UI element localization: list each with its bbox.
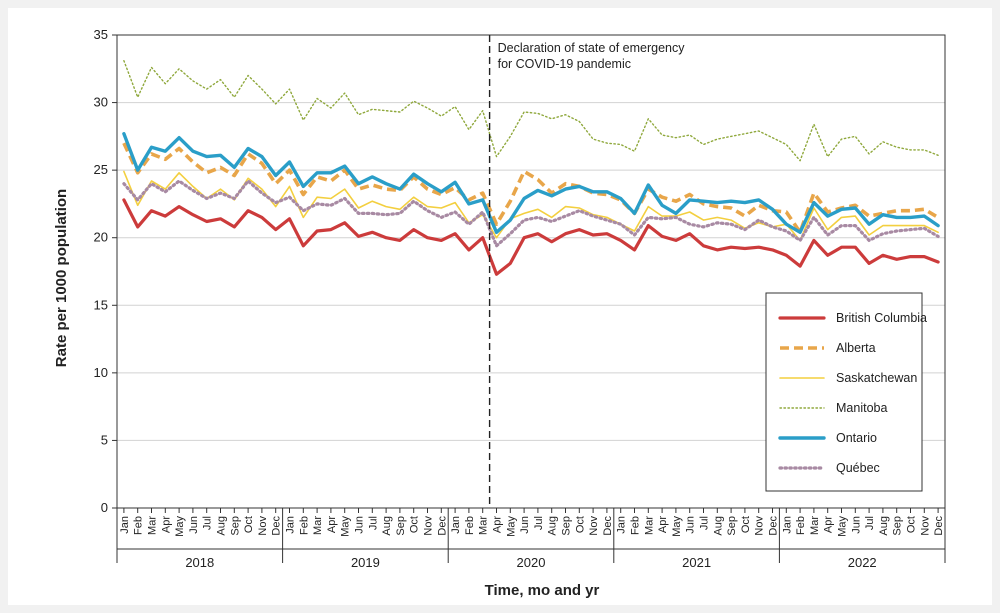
legend-label-quebec: Québec bbox=[836, 461, 880, 475]
y-tick-label: 25 bbox=[94, 162, 108, 177]
y-tick-label: 15 bbox=[94, 297, 108, 312]
x-tick-label: Feb bbox=[630, 516, 642, 535]
year-label: 2018 bbox=[185, 555, 214, 570]
y-tick-label: 20 bbox=[94, 230, 108, 245]
x-tick-label: Jul bbox=[202, 516, 214, 530]
x-tick-label: Aug bbox=[216, 516, 228, 536]
x-tick-label: Oct bbox=[740, 516, 752, 533]
x-tick-label: May bbox=[340, 516, 352, 537]
x-tick-label: Jun bbox=[685, 516, 697, 534]
x-tick-label: Apr bbox=[160, 516, 172, 533]
x-tick-label: Nov bbox=[588, 516, 600, 536]
x-tick-label: May bbox=[505, 516, 517, 537]
x-tick-label: Jun bbox=[188, 516, 200, 534]
x-tick-label: Jul bbox=[864, 516, 876, 530]
x-tick-label: Aug bbox=[381, 516, 393, 536]
x-tick-label: Sep bbox=[561, 516, 573, 536]
legend-label-manitoba: Manitoba bbox=[836, 401, 887, 415]
x-tick-label: Nov bbox=[919, 516, 931, 536]
x-tick-label: Mar bbox=[147, 516, 159, 535]
year-label: 2022 bbox=[848, 555, 877, 570]
x-tick-label: Sep bbox=[892, 516, 904, 536]
legend-label-saskatchewan: Saskatchewan bbox=[836, 371, 917, 385]
x-tick-label: Mar bbox=[312, 516, 324, 535]
x-tick-label: Dec bbox=[768, 516, 780, 536]
x-tick-label: Oct bbox=[243, 516, 255, 533]
x-tick-label: Dec bbox=[933, 516, 945, 536]
x-tick-label: Feb bbox=[133, 516, 145, 535]
x-tick-label: Nov bbox=[423, 516, 435, 536]
legend-label-ontario: Ontario bbox=[836, 431, 877, 445]
x-tick-label: Jul bbox=[699, 516, 711, 530]
x-tick-label: Sep bbox=[395, 516, 407, 536]
x-tick-label: Apr bbox=[823, 516, 835, 533]
legend: British Columbia Alberta Saskatchewan Manit… bbox=[765, 292, 927, 492]
year-label: 2019 bbox=[351, 555, 380, 570]
y-tick-label: 35 bbox=[94, 27, 108, 42]
y-tick-label: 10 bbox=[94, 365, 108, 380]
x-tick-label: Jun bbox=[850, 516, 862, 534]
x-tick-label: Oct bbox=[906, 516, 918, 533]
x-tick-label: Sep bbox=[229, 516, 241, 536]
x-tick-label: Mar bbox=[809, 516, 821, 535]
x-tick-label: Apr bbox=[657, 516, 669, 533]
x-tick-label: Feb bbox=[464, 516, 476, 535]
legend-label-british-columbia: British Columbia bbox=[836, 311, 927, 325]
x-tick-label: Nov bbox=[257, 516, 269, 536]
x-tick-label: Dec bbox=[602, 516, 614, 536]
x-tick-label: Mar bbox=[478, 516, 490, 535]
x-tick-label: Feb bbox=[298, 516, 310, 535]
x-tick-label: Aug bbox=[547, 516, 559, 536]
y-tick-label: 5 bbox=[101, 432, 108, 447]
x-tick-label: Mar bbox=[643, 516, 655, 535]
x-tick-label: Aug bbox=[712, 516, 724, 536]
plot-frame bbox=[116, 34, 946, 509]
x-tick-label: Jan bbox=[450, 516, 462, 534]
series-line-british-columbia bbox=[122, 198, 940, 276]
x-tick-label: Apr bbox=[326, 516, 338, 533]
x-tick-label: May bbox=[671, 516, 683, 537]
x-tick-label: Oct bbox=[409, 516, 421, 533]
year-label: 2021 bbox=[682, 555, 711, 570]
series-lines bbox=[122, 60, 940, 276]
y-tick-label: 30 bbox=[94, 95, 108, 110]
y-tick-label: 0 bbox=[101, 500, 108, 515]
x-tick-label: Nov bbox=[754, 516, 766, 536]
x-tick-label: Jul bbox=[367, 516, 379, 530]
x-tick-label: Jan bbox=[119, 516, 131, 534]
x-tick-label: Jan bbox=[781, 516, 793, 534]
x-tick-label: Dec bbox=[436, 516, 448, 536]
series-line-manitoba bbox=[123, 60, 939, 162]
x-tick-label: Jun bbox=[354, 516, 366, 534]
x-axis-title: Time, mo and yr bbox=[485, 582, 600, 599]
annotation-text: Declaration of state of emergency bbox=[498, 41, 686, 55]
x-tick-label: Jun bbox=[519, 516, 531, 534]
x-tick-label: Aug bbox=[878, 516, 890, 536]
x-tick-label: May bbox=[837, 516, 849, 537]
legend-box bbox=[765, 292, 923, 492]
y-axis-title: Rate per 1000 population bbox=[53, 189, 70, 367]
x-tick-label: May bbox=[174, 516, 186, 537]
chart-card: 0 5 10 15 20 25 30 35 Jan Feb Mar Apr May Jun Jul Aug Se… bbox=[8, 8, 992, 605]
x-tick-label: Jan bbox=[616, 516, 628, 534]
legend-label-alberta: Alberta bbox=[836, 341, 876, 355]
series-line-ontario bbox=[122, 131, 940, 235]
emergency-annotation: Declaration of state of emergency for COV… bbox=[488, 35, 686, 508]
x-tick-label: Dec bbox=[271, 516, 283, 536]
x-tick-label: Feb bbox=[795, 516, 807, 535]
series-line-quebec bbox=[122, 179, 940, 248]
x-tick-label: Apr bbox=[492, 516, 504, 533]
x-tick-label: Sep bbox=[726, 516, 738, 536]
annotation-text: for COVID-19 pandemic bbox=[498, 57, 631, 71]
year-label: 2020 bbox=[517, 555, 546, 570]
x-tick-label: Jan bbox=[285, 516, 297, 534]
x-tick-label: Jul bbox=[533, 516, 545, 530]
x-tick-label: Oct bbox=[574, 516, 586, 533]
